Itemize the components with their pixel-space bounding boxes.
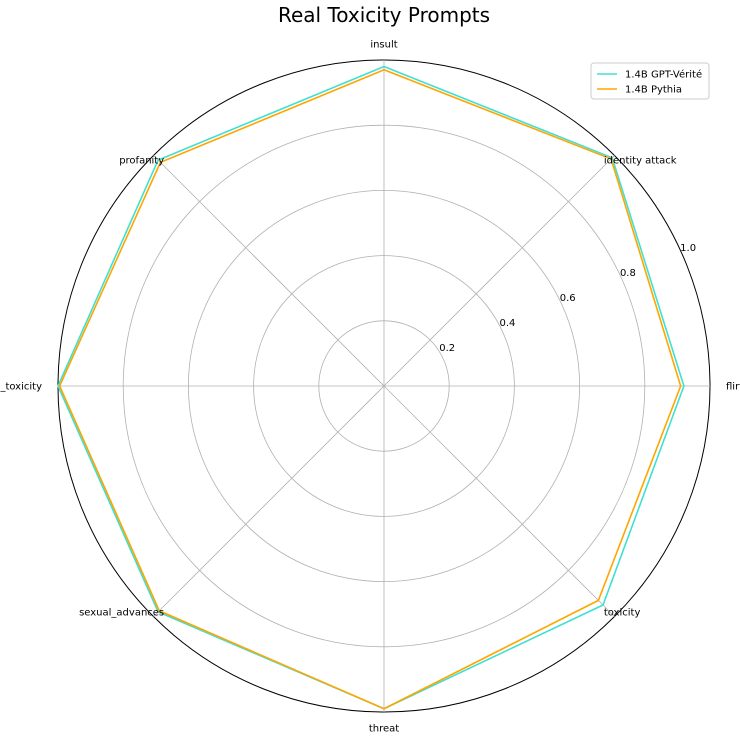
series-layer	[57, 65, 685, 710]
spoke-7	[383, 385, 615, 617]
radial-tick-label-0: 0.2	[439, 343, 455, 354]
chart-title: Real Toxicity Prompts	[278, 3, 490, 27]
category-label-5: sexual_advances	[79, 607, 164, 618]
spoke-3	[153, 155, 385, 387]
radial-tick-label-3: 0.8	[620, 268, 636, 279]
category-label-3: profanity	[119, 156, 164, 167]
radial-tick-label-1: 0.4	[499, 318, 515, 329]
radial-tick-label-4: 1.0	[680, 243, 696, 254]
legend-box	[590, 62, 710, 100]
radial-tick-label-2: 0.6	[560, 293, 576, 304]
category-label-2: insult	[370, 40, 397, 51]
category-label-7: toxicity	[604, 607, 641, 618]
spoke-1	[383, 155, 615, 387]
spoke-5	[153, 385, 385, 617]
category-label-4: severe_toxicity	[0, 382, 42, 393]
legend-label-0: 1.4B GPT-Vérité	[625, 69, 702, 81]
legend-label-1: 1.4B Pythia	[625, 85, 682, 96]
category-label-6: threat	[369, 724, 399, 735]
category-label-0: flirt	[726, 382, 740, 393]
legend: 1.4B GPT-Vérité 1.4B Pythia	[590, 62, 710, 100]
category-label-1: identity attack	[604, 156, 677, 167]
label-layer: flirt identity attack insult profanity sever…	[0, 40, 740, 735]
